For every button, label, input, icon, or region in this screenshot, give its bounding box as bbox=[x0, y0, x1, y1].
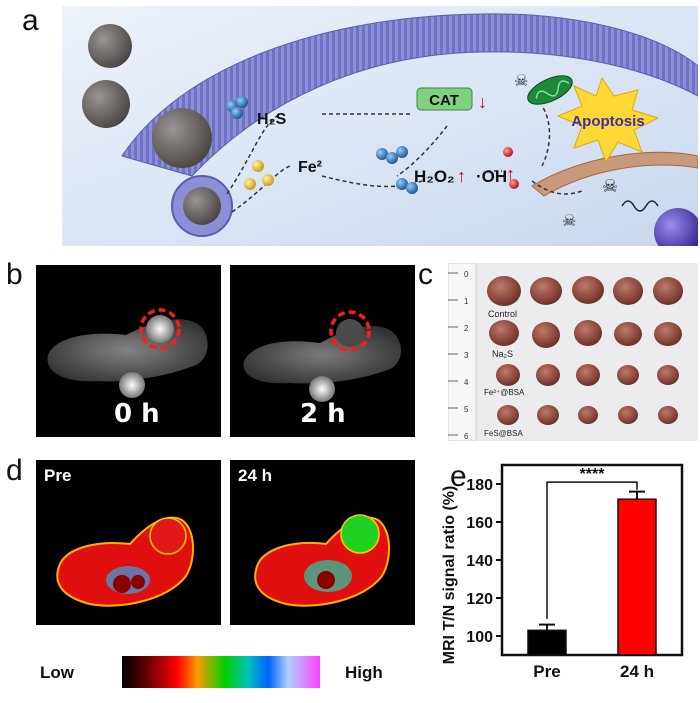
y-tick-label: 180 bbox=[466, 477, 493, 494]
h2o2-molecule bbox=[376, 146, 418, 194]
tumor bbox=[658, 406, 678, 424]
oh-radicals bbox=[503, 147, 519, 189]
skull-icon: ☠ bbox=[562, 213, 576, 230]
fe-ions bbox=[244, 160, 274, 190]
tumor bbox=[654, 322, 682, 346]
svg-text:Fe²: Fe² bbox=[298, 159, 322, 176]
tumor bbox=[487, 276, 521, 306]
colorbar bbox=[122, 656, 320, 688]
bar-pre bbox=[527, 629, 567, 656]
colorbar-low-label: Low bbox=[40, 663, 74, 682]
svg-text:5: 5 bbox=[464, 405, 469, 414]
svg-text:4: 4 bbox=[464, 378, 469, 387]
tumor bbox=[618, 406, 638, 424]
panel-letter-a: a bbox=[22, 4, 39, 37]
tumor-marker-circle bbox=[139, 308, 181, 350]
tumor bbox=[496, 364, 520, 386]
h2s-molecule bbox=[226, 96, 248, 119]
mri-slice bbox=[243, 310, 402, 402]
y-tick-label: 160 bbox=[466, 515, 493, 532]
y-tick-label: 140 bbox=[466, 553, 493, 570]
nanoparticle bbox=[82, 80, 130, 128]
tumor bbox=[613, 277, 643, 305]
tumor bbox=[576, 364, 600, 386]
group-label: Fe²⁺@BSA bbox=[484, 388, 525, 397]
color-map-slice bbox=[56, 516, 195, 607]
tumor bbox=[657, 365, 679, 385]
significance-label: **** bbox=[580, 466, 606, 483]
svg-text:Apoptosis: Apoptosis bbox=[571, 113, 644, 130]
x-tick-label: Pre bbox=[533, 662, 560, 681]
y-tick-label: 120 bbox=[466, 591, 493, 608]
group-label: Na₂S bbox=[492, 349, 513, 359]
bar-24-h bbox=[617, 498, 657, 656]
x-tick-label: 24 h bbox=[620, 662, 654, 681]
svg-text:↑: ↑ bbox=[457, 166, 466, 186]
panel-letter-e: e bbox=[450, 460, 467, 493]
colorbar-high-label: High bbox=[345, 663, 383, 682]
tumor bbox=[572, 276, 604, 304]
mri-image-2h: 2 h bbox=[230, 265, 415, 437]
significance-bracket bbox=[546, 481, 638, 619]
cat-box bbox=[416, 87, 473, 111]
group-label: Control bbox=[488, 309, 517, 319]
nucleus bbox=[654, 208, 698, 246]
tumor bbox=[578, 406, 598, 424]
image-label: 24 h bbox=[238, 466, 273, 485]
bar-chart: MRI T/N signal ratio (%) 100 120 140 160 180… bbox=[441, 463, 684, 681]
tumor bbox=[614, 322, 642, 346]
svg-text:1: 1 bbox=[464, 297, 469, 306]
tumor bbox=[497, 405, 519, 425]
tumor bbox=[574, 320, 602, 346]
svg-text:H₂S: H₂S bbox=[257, 111, 287, 128]
svg-text:·OH: ·OH bbox=[476, 167, 507, 186]
tumor bbox=[530, 277, 562, 305]
tumor bbox=[536, 364, 560, 386]
skull-icon: ☠ bbox=[514, 73, 528, 90]
tmap-image-24h: 24 h bbox=[230, 460, 415, 625]
panel-letter-b: b bbox=[6, 258, 23, 291]
tumor-photo: 0 1 2 3 4 5 6 Control Na₂S Fe²⁺@BSA FeS@ bbox=[447, 262, 698, 442]
tumor bbox=[537, 405, 559, 425]
svg-text:H₂O₂: H₂O₂ bbox=[414, 167, 455, 186]
nanoparticle bbox=[152, 108, 212, 168]
color-map-slice bbox=[254, 514, 391, 607]
y-tick-label: 100 bbox=[466, 629, 493, 646]
tumor-marker-circle bbox=[329, 310, 371, 352]
tumor bbox=[489, 320, 519, 346]
svg-text:2: 2 bbox=[464, 324, 469, 333]
svg-text:3: 3 bbox=[464, 351, 469, 360]
mri-slice bbox=[47, 308, 208, 398]
y-axis-label: MRI T/N signal ratio (%) bbox=[441, 486, 458, 665]
apoptosis-burst bbox=[556, 76, 660, 164]
group-label: FeS@BSA bbox=[484, 429, 523, 438]
cell-membrane bbox=[121, 13, 698, 177]
time-label: 0 h bbox=[114, 399, 160, 429]
panel-a-schematic: CAT ↓ H₂S Fe² H₂O₂ ↑ ·OH ↑ ☠ Apoptosis ☠… bbox=[62, 6, 698, 246]
svg-text:0: 0 bbox=[464, 270, 469, 279]
panel-letter-c: c bbox=[418, 258, 433, 291]
time-label: 2 h bbox=[300, 399, 346, 429]
tumor bbox=[653, 277, 683, 305]
mitochondrion bbox=[527, 75, 573, 105]
tumor bbox=[532, 322, 560, 348]
nanoparticle bbox=[88, 24, 132, 68]
panel-letter-d: d bbox=[6, 454, 23, 487]
mri-image-0h: 0 h bbox=[36, 265, 221, 437]
tmap-image-pre: Pre bbox=[36, 460, 221, 625]
svg-text:CAT: CAT bbox=[429, 92, 459, 109]
tumor-photo-grid: 0 1 2 3 4 5 6 Control Na₂S Fe²⁺@BSA FeS@ bbox=[447, 262, 683, 442]
image-label: Pre bbox=[44, 466, 72, 485]
svg-text:↑: ↑ bbox=[506, 164, 515, 184]
skull-icon: ☠ bbox=[602, 176, 618, 196]
tumor bbox=[617, 365, 639, 385]
svg-text:6: 6 bbox=[464, 432, 469, 441]
svg-text:↓: ↓ bbox=[478, 92, 487, 112]
